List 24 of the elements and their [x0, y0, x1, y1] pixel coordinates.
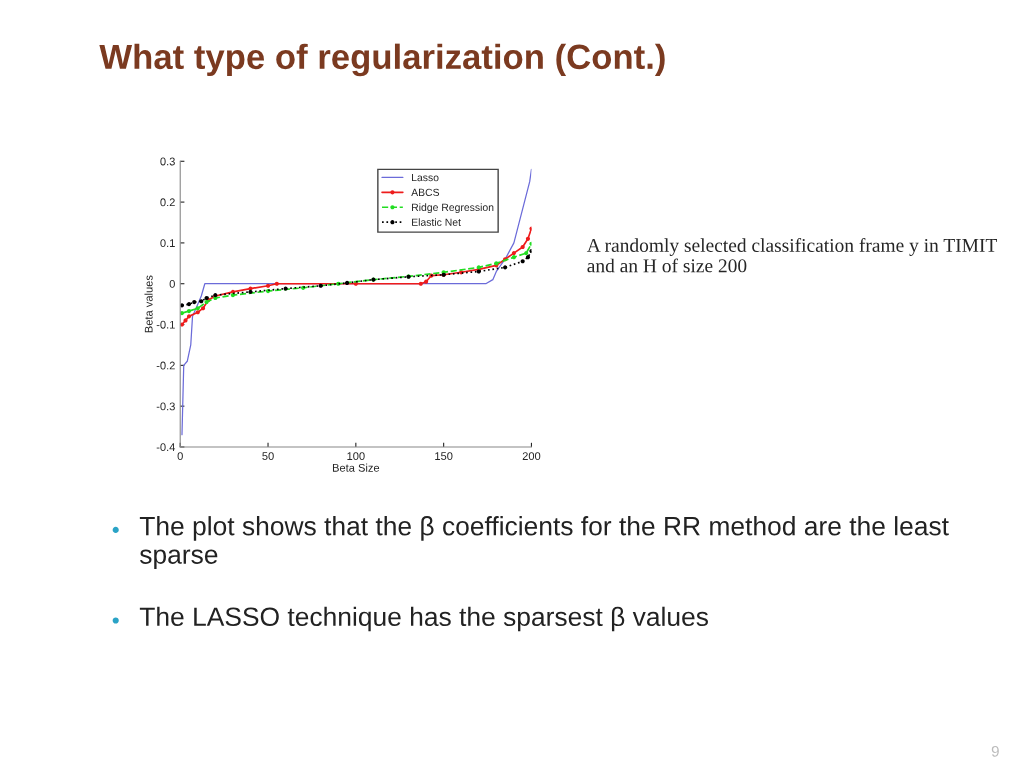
x-axis-title: Beta Size [332, 463, 380, 472]
x-tick-label: 50 [262, 452, 274, 460]
y-tick-label: 0.1 [160, 239, 175, 248]
y-tick-label: 0 [169, 279, 175, 288]
legend-label: Ridge Regression [412, 203, 494, 214]
text: A randomly selected classification frame y in TIMIT and an H of size 200 [586, 238, 997, 273]
y-tick-label: 0.2 [160, 198, 175, 207]
legend-label: Elastic Net [412, 218, 461, 226]
legend-label: ABCS [411, 188, 440, 197]
x-tick-label: 100 [347, 452, 365, 460]
text: The LASSO technique has the sparsest β values [139, 606, 708, 632]
y-tick-label: -0.3 [156, 402, 175, 411]
y-tick-label: -0.1 [156, 320, 175, 329]
y-tick-label: -0.2 [156, 361, 175, 370]
y-tick-label: -0.4 [156, 443, 176, 452]
y-tick-label: 0.3 [160, 157, 175, 166]
x-tick-label: 200 [522, 452, 541, 460]
chart-title: What type of regularization (Cont.) [99, 43, 665, 77]
legend-label: Lasso [412, 173, 439, 182]
text: 9 [991, 745, 999, 757]
x-tick-label: 0 [177, 452, 183, 460]
text: The plot shows that the β coefficients for the RR method are the least sparse [139, 516, 949, 570]
x-tick-label: 150 [435, 452, 453, 460]
y-axis-title: Beta values [144, 275, 153, 333]
